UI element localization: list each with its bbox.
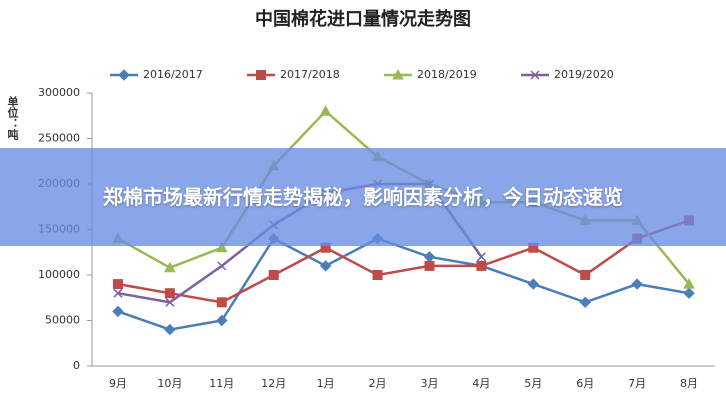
point [683, 287, 695, 299]
x-tick-label: 4月 [472, 377, 490, 390]
point [112, 279, 123, 290]
point [580, 270, 591, 280]
point [164, 323, 176, 336]
x-tick-label: 8月 [680, 377, 698, 390]
x-tick-label: 2月 [369, 377, 387, 390]
point [268, 270, 279, 280]
legend-marker [530, 70, 540, 80]
point [476, 252, 486, 262]
point [372, 270, 383, 280]
legend-label: 2019/2020 [554, 68, 614, 81]
banner-text: 郑棉市场最新行情走势揭秘，影响因素分析，今日动态速览 [103, 185, 623, 209]
legend-label: 2016/2017 [143, 68, 203, 81]
x-tick-label: 10月 [157, 377, 182, 390]
point [476, 260, 487, 271]
legend-label: 2017/2018 [280, 68, 340, 81]
point [631, 278, 643, 290]
point [683, 278, 695, 289]
point [216, 297, 227, 308]
x-tick-label: 5月 [524, 377, 542, 390]
y-tick-label: 100000 [38, 268, 80, 281]
point [164, 261, 176, 273]
y-tick-label: 50000 [45, 314, 80, 327]
point [527, 278, 539, 290]
y-tick-label: 250000 [38, 132, 80, 145]
point [215, 241, 228, 253]
point [164, 288, 175, 299]
y-axis-label: 单位：吨 [6, 95, 19, 141]
x-tick-label: 3月 [420, 377, 438, 390]
point [319, 260, 332, 272]
point [423, 251, 436, 263]
point [217, 261, 227, 271]
series-line [117, 236, 690, 331]
point [216, 314, 228, 327]
x-tick-label: 9月 [109, 377, 127, 390]
legend-marker [118, 69, 130, 81]
y-tick-label: 0 [73, 359, 80, 372]
series-line [117, 219, 690, 304]
point [319, 105, 332, 116]
legend-marker [256, 70, 266, 80]
legend-marker [392, 68, 404, 80]
point [112, 305, 124, 318]
point [165, 297, 175, 307]
x-tick-label: 1月 [317, 377, 335, 390]
x-tick-label: 12月 [261, 377, 286, 390]
legend-label: 2018/2019 [417, 68, 477, 81]
point [579, 296, 591, 309]
point [424, 260, 435, 271]
point [113, 288, 123, 298]
x-tick-label: 11月 [209, 377, 234, 390]
x-tick-label: 6月 [576, 377, 594, 390]
banner: 郑棉市场最新行情走势揭秘，影响因素分析，今日动态速览 [0, 148, 726, 246]
chart-title: 中国棉花进口量情况走势图 [255, 8, 471, 30]
x-tick-label: 7月 [628, 377, 646, 390]
y-tick-label: 300000 [38, 86, 80, 99]
